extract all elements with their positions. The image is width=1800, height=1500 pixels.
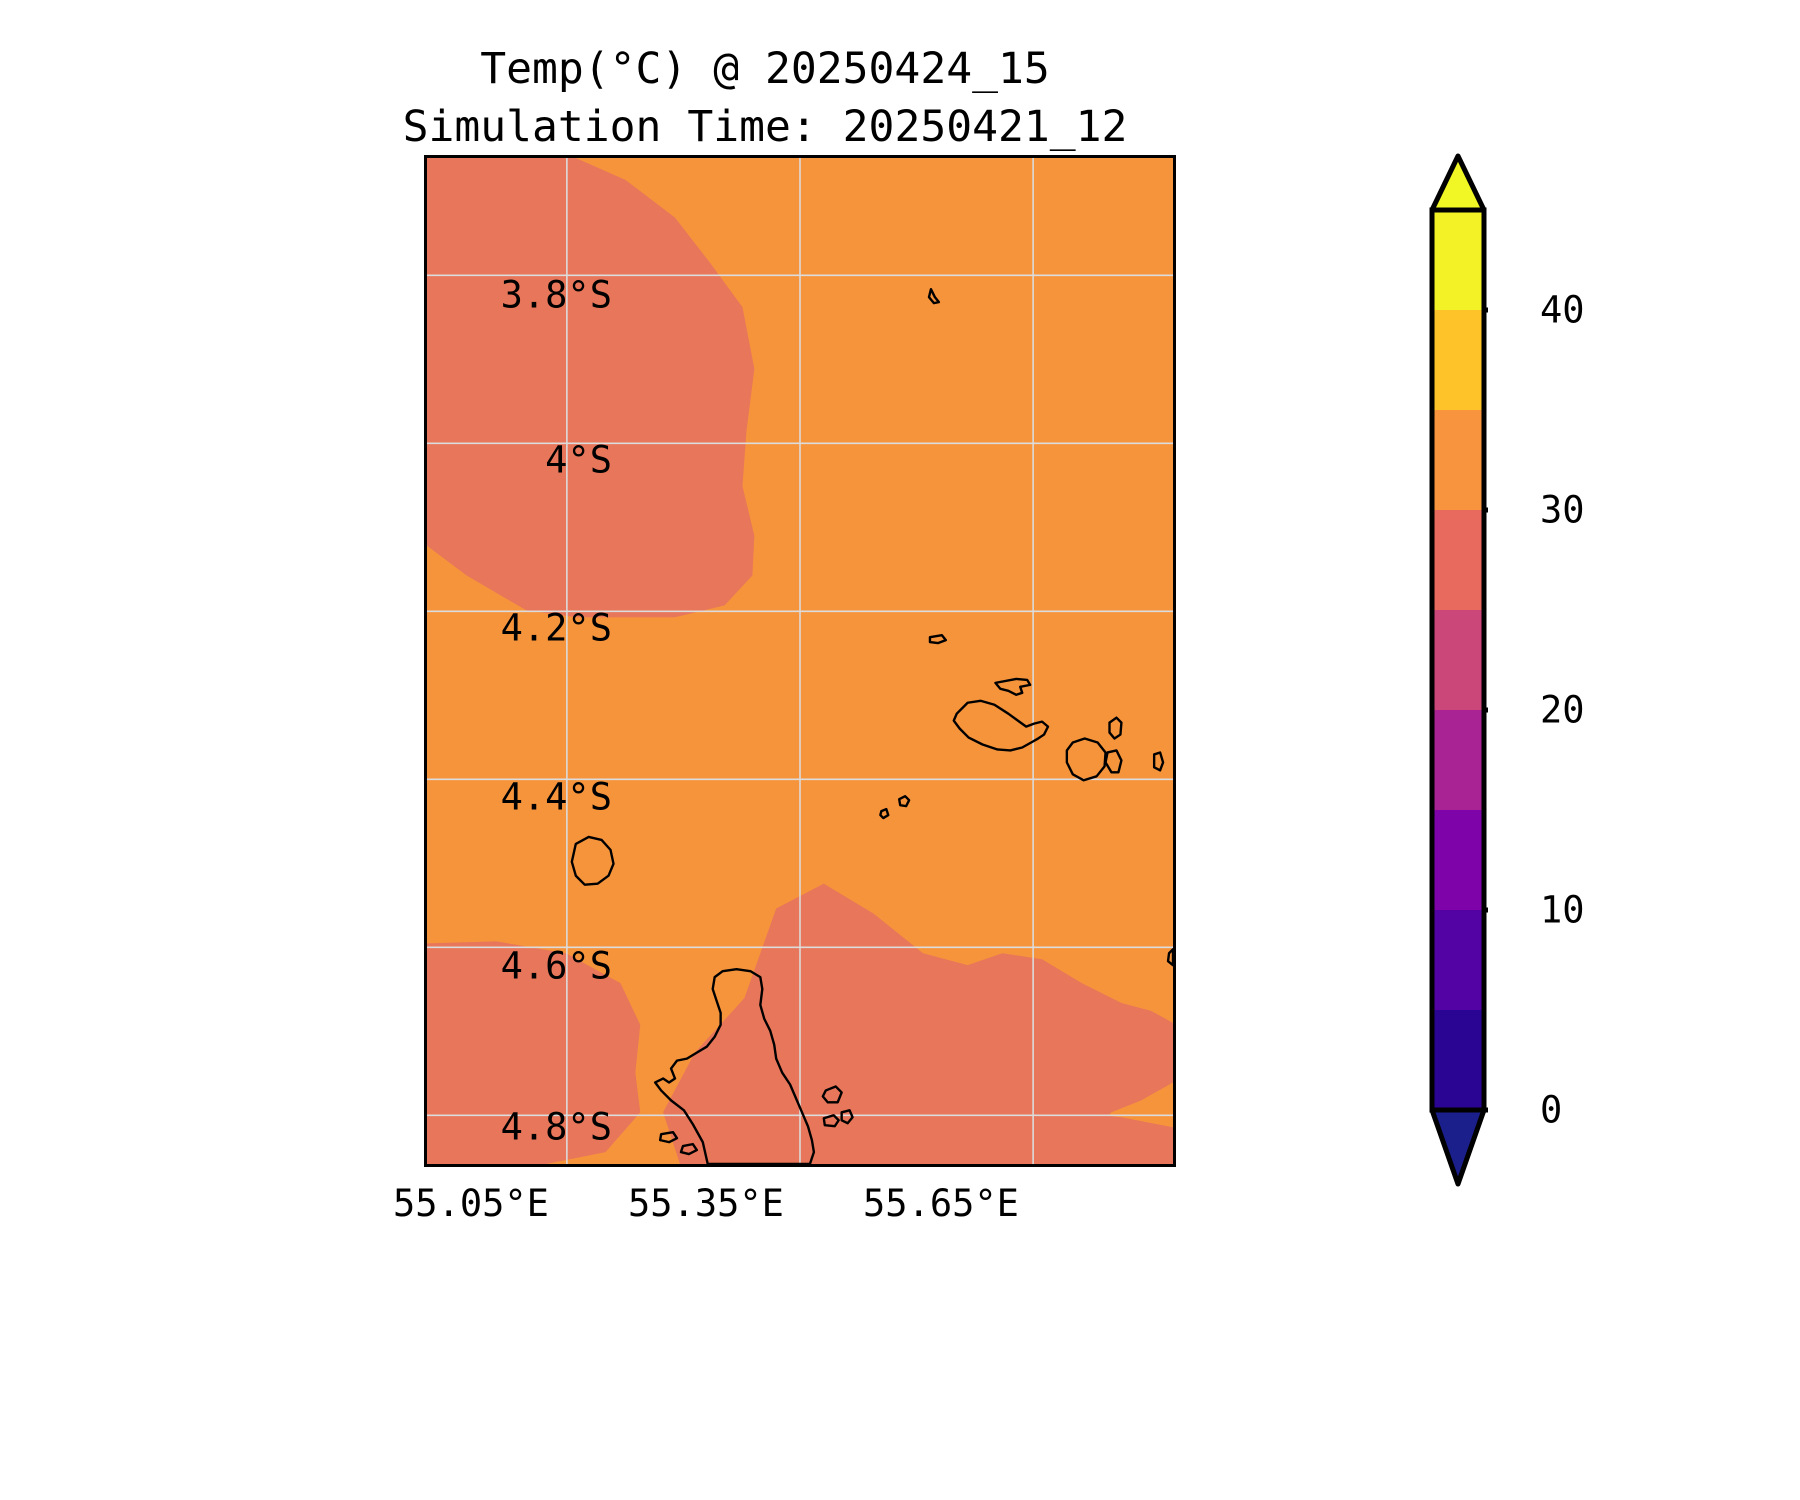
y-tick-label-4-s: 4°S: [545, 438, 612, 482]
colorbar-under-arrow: [1429, 1107, 1487, 1187]
coastline-silhouette: [570, 835, 615, 886]
colorbar-tick-label-0: 0: [1540, 1088, 1563, 1132]
coastline-islet-denis: [928, 633, 948, 645]
coastline-praslin: [952, 699, 1050, 752]
x-tick-label-55-65-e: 55.65°E: [863, 1182, 1019, 1225]
colorbar-over-arrow: [1429, 153, 1487, 213]
coastline-islet-ste-anne: [821, 1085, 843, 1104]
colorbar: [1428, 150, 1488, 1190]
coastline-islet-therese: [658, 1130, 679, 1144]
x-tick-label-55-05-e: 55.05°E: [393, 1182, 549, 1225]
coastline-la-digue: [1065, 737, 1107, 782]
coastline-islet-north: [927, 288, 941, 305]
x-tick-label-55-35-e: 55.35°E: [628, 1182, 784, 1225]
coastline-islet-small-west: [879, 807, 890, 820]
chart-title-block: Temp(°C) @ 20250424_15 Simulation Time: …: [0, 40, 1530, 156]
colorbar-bands: [1432, 210, 1484, 1110]
colorbar-tick-label-20: 20: [1540, 688, 1585, 732]
colorbar-svg: [1429, 153, 1488, 1187]
coastline-islet-round: [840, 1109, 854, 1125]
y-tick-label-4-8-s: 4.8°S: [500, 1105, 612, 1149]
map-plot-area: [427, 158, 1173, 1164]
contour-band-25-30-northwest: [427, 158, 755, 618]
chart-title-line-1: Temp(°C) @ 20250424_15: [480, 44, 1050, 94]
coastline-islet-far-east: [1152, 751, 1165, 772]
coastline-felicite: [1108, 716, 1123, 740]
contour-band-25-30-central-south: [663, 883, 1173, 1164]
coastline-curieuse: [994, 677, 1032, 696]
colorbar-tick-label-10: 10: [1540, 888, 1585, 932]
coastlines: [570, 288, 1173, 1164]
coastline-mahe: [653, 967, 816, 1164]
chart-subtitle-line-2: Simulation Time: 20250421_12: [402, 102, 1128, 152]
y-tick-label-4-4-s: 4.4°S: [500, 775, 612, 819]
y-tick-label-3-8-s: 3.8°S: [500, 273, 612, 317]
contour-band-25-30-south: [427, 941, 641, 1164]
colorbar-tick-label-40: 40: [1540, 288, 1585, 332]
coastline-islet-marianne: [1104, 749, 1123, 774]
map-gridlines: [427, 158, 1173, 1164]
temperature-field-svg: [427, 158, 1173, 1164]
coastline-islet-aride: [898, 795, 911, 808]
map-axes: [424, 155, 1176, 1167]
colorbar-tick-label-30: 30: [1540, 488, 1585, 532]
coastline-sliver-east-edge: [1166, 948, 1173, 967]
y-tick-label-4-6-s: 4.6°S: [500, 944, 612, 988]
y-tick-label-4-2-s: 4.2°S: [500, 606, 612, 650]
coastline-islet-cerf: [822, 1114, 840, 1128]
contour-band-25-30-southeast-corner: [942, 1110, 1173, 1164]
colorbar-tick-marks: [1484, 307, 1488, 1113]
coastline-islet-conception: [679, 1142, 699, 1156]
